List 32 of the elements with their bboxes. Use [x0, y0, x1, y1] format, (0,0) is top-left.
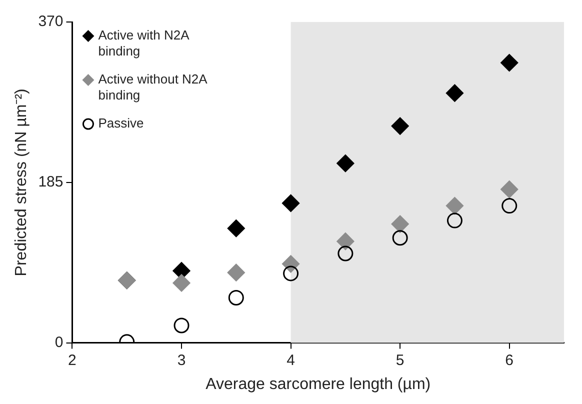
point	[227, 220, 245, 238]
point	[392, 230, 408, 246]
point	[391, 215, 409, 233]
y-tick-label: 370	[38, 13, 64, 30]
point	[282, 194, 300, 212]
point	[391, 117, 409, 135]
point	[336, 154, 354, 172]
point	[336, 232, 354, 250]
legend-label: Passive	[98, 116, 144, 131]
x-tick-label: 6	[505, 352, 514, 369]
legend-label: Active with N2A binding	[98, 28, 190, 59]
point	[500, 54, 518, 72]
point	[502, 198, 518, 214]
point	[227, 264, 245, 282]
x-tick-label: 3	[177, 352, 186, 369]
y-tick-label: 0	[54, 334, 64, 351]
x-tick-label: 2	[68, 352, 76, 369]
x-axis-title: Average sarcomere length (µm)	[206, 376, 431, 393]
x-tick-label: 5	[396, 352, 404, 369]
point	[446, 197, 464, 215]
point	[446, 212, 462, 228]
y-tick-label: 185	[38, 174, 64, 191]
y-axis-title: Predicted stress (nN µm⁻²)	[13, 88, 30, 276]
point	[228, 290, 244, 306]
point	[174, 318, 190, 334]
point	[500, 180, 518, 198]
point	[338, 246, 354, 262]
x-tick-label: 4	[286, 352, 295, 369]
point	[172, 274, 190, 292]
point	[446, 84, 464, 102]
legend-label: Active without N2A binding	[98, 72, 208, 103]
point	[283, 266, 299, 282]
